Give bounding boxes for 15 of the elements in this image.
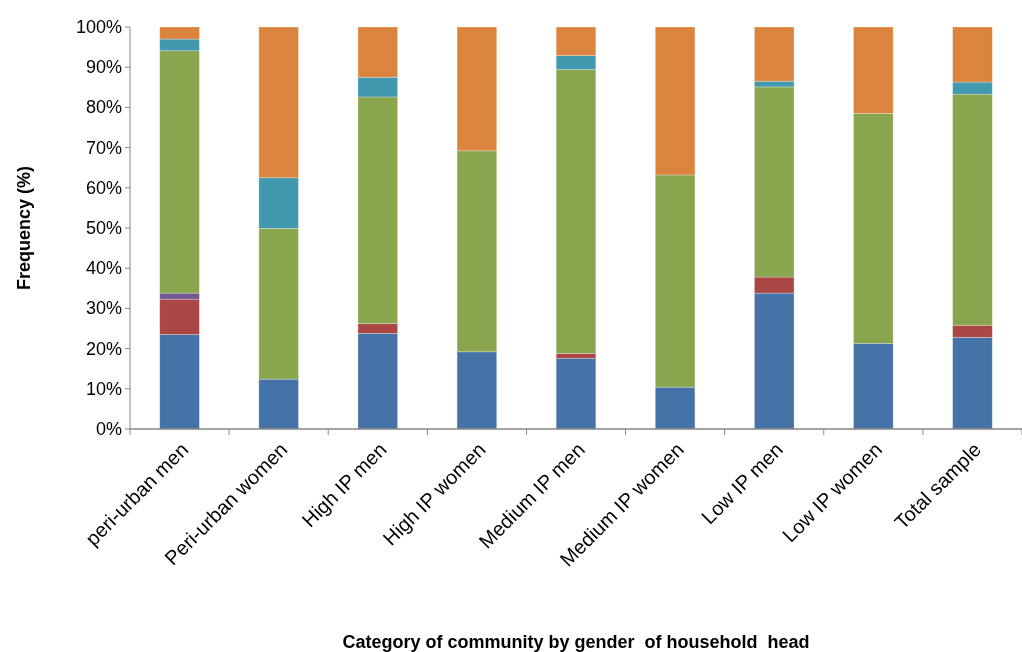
y-tick-label: 20% bbox=[85, 338, 122, 359]
y-tick-label: 80% bbox=[85, 97, 122, 118]
y-tick-label: 100% bbox=[75, 17, 122, 37]
y-tick-label: 0% bbox=[95, 419, 122, 439]
bar bbox=[555, 357, 597, 430]
y-tick-label: 50% bbox=[85, 218, 122, 238]
y-tick-label: 70% bbox=[85, 137, 122, 158]
y-tick-label: 90% bbox=[85, 57, 122, 78]
y-tick-label: 10% bbox=[85, 378, 122, 399]
y-axis-title: Frequency (%) bbox=[14, 165, 34, 291]
x-axis-title: Category of community by gender of household head bbox=[342, 632, 810, 652]
y-tick-label: 60% bbox=[85, 177, 122, 198]
y-tick-label: 30% bbox=[85, 298, 122, 319]
y-tick-label: 40% bbox=[85, 258, 122, 279]
x-tick-label: Low IP men bbox=[697, 438, 788, 529]
